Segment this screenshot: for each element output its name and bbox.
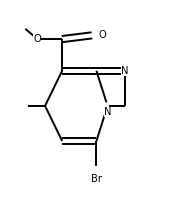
Text: N: N: [121, 66, 128, 76]
Text: O: O: [99, 30, 107, 40]
Text: N: N: [104, 107, 111, 117]
Text: Br: Br: [91, 174, 102, 184]
Text: O: O: [33, 34, 41, 44]
